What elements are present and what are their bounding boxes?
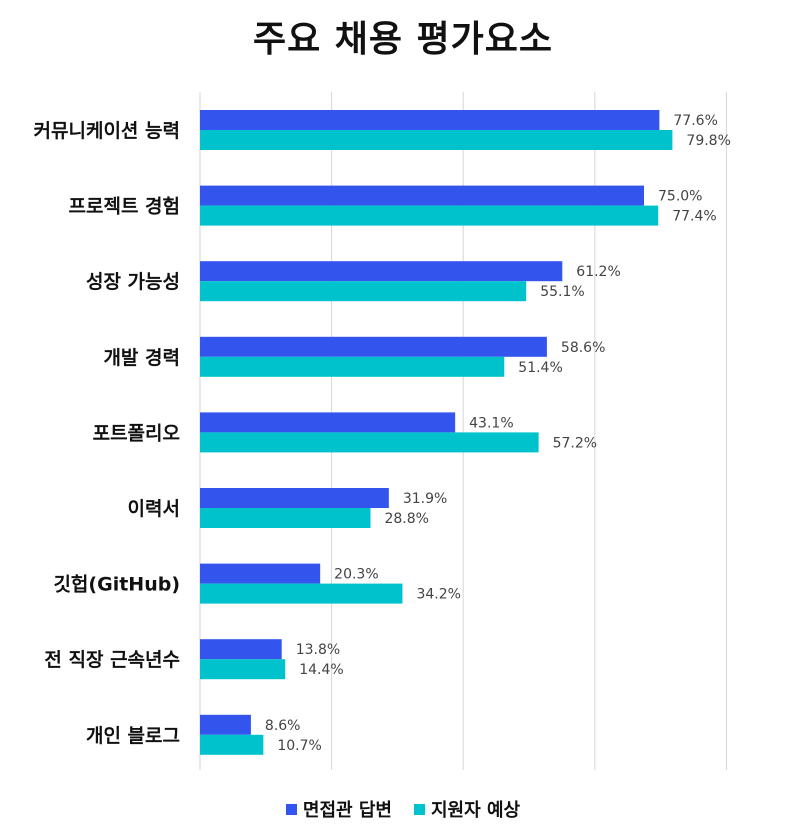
data-label-interviewer: 20.3%	[334, 567, 378, 583]
legend-swatch-interviewer	[285, 803, 297, 815]
legend-label-interviewer: 면접관 답변	[302, 800, 392, 821]
bar-interviewer	[200, 488, 389, 508]
bar-interviewer	[200, 185, 644, 206]
category-label: 성장 가능성	[86, 271, 180, 293]
data-label-interviewer: 43.1%	[469, 415, 513, 431]
category-label: 개발 경력	[103, 347, 180, 369]
labels: 커뮤니케이션 능력 77.6% 79.8% 프로젝트 경험 75.0% 77.4% 성장 가…	[34, 113, 731, 754]
category-label: 프로젝트 경험	[69, 196, 181, 218]
data-label-interviewer: 8.6%	[265, 718, 301, 734]
legend-item-applicant: 지원자 예상	[414, 796, 520, 822]
bar-applicant	[200, 432, 539, 453]
bar-interviewer	[200, 336, 547, 357]
bar-applicant	[200, 356, 505, 377]
bar-applicant	[200, 130, 673, 150]
data-label-interviewer: 61.2%	[576, 264, 620, 280]
legend-label-applicant: 지원자 예상	[431, 800, 521, 821]
data-label-applicant: 57.2%	[553, 435, 597, 451]
legend: 면접관 답변 지원자 예상	[0, 796, 806, 822]
category-label: 포트폴리오	[93, 422, 180, 444]
chart-title: 주요 채용 평가요소	[252, 19, 554, 60]
bar-interviewer	[200, 412, 456, 433]
category-label: 개인 블로그	[86, 725, 180, 747]
data-label-interviewer: 31.9%	[403, 491, 447, 507]
bars	[200, 110, 673, 755]
category-label: 전 직장 근속년수	[44, 649, 180, 671]
bar-applicant	[200, 205, 659, 226]
legend-swatch-applicant	[414, 803, 425, 815]
data-label-applicant: 34.2%	[416, 587, 460, 603]
category-label: 커뮤니케이션 능력	[34, 120, 180, 142]
data-label-interviewer: 58.6%	[561, 340, 605, 356]
legend-item-interviewer: 면접관 답변	[285, 796, 392, 822]
bar-applicant	[200, 508, 371, 528]
data-label-applicant: 51.4%	[518, 360, 562, 376]
category-label: 이력서	[128, 498, 180, 520]
data-label-interviewer: 77.6%	[673, 113, 717, 129]
bar-applicant	[200, 281, 527, 302]
category-label: 깃헙(GitHub)	[53, 574, 180, 596]
data-label-interviewer: 13.8%	[296, 642, 340, 658]
bar-interviewer	[200, 110, 660, 130]
data-label-interviewer: 75.0%	[658, 189, 702, 205]
data-label-applicant: 79.8%	[686, 133, 730, 149]
bar-interviewer	[200, 714, 251, 735]
bar-applicant	[200, 583, 403, 604]
data-label-applicant: 77.4%	[672, 209, 716, 225]
data-label-applicant: 28.8%	[384, 511, 428, 527]
data-label-applicant: 14.4%	[299, 662, 343, 678]
bar-applicant	[200, 734, 264, 755]
data-label-applicant: 10.7%	[277, 738, 321, 754]
bar-interviewer	[200, 639, 282, 660]
data-label-applicant: 55.1%	[540, 284, 584, 300]
bar-interviewer	[200, 261, 563, 282]
bar-interviewer	[200, 563, 321, 584]
bar-applicant	[200, 659, 286, 680]
